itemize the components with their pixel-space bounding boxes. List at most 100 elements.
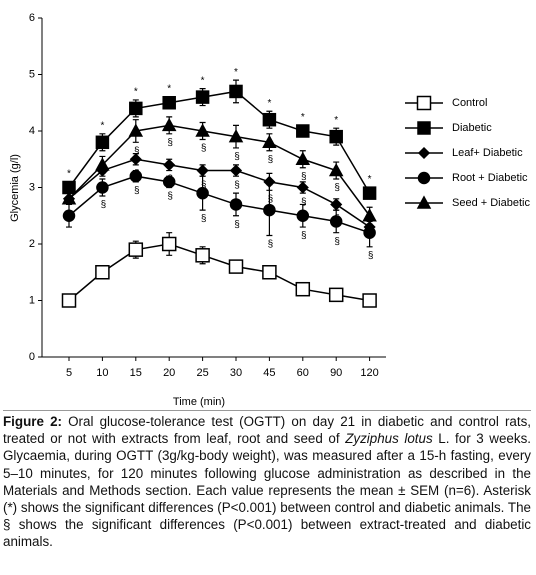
marker xyxy=(417,171,431,185)
significance-mark: * xyxy=(201,75,205,86)
significance-mark: § xyxy=(134,146,140,157)
marker xyxy=(417,121,431,135)
caption-species: Zyziphus lotus xyxy=(345,431,433,447)
x-axis-label: Time (min) xyxy=(173,396,225,408)
marker xyxy=(161,236,177,252)
series-line xyxy=(68,124,371,217)
marker xyxy=(295,151,311,165)
marker xyxy=(195,123,210,137)
significance-mark: § xyxy=(101,200,107,211)
y-tick-label: 2 xyxy=(29,238,35,250)
marker xyxy=(128,242,144,257)
significance-mark: * xyxy=(368,174,372,185)
significance-mark: * xyxy=(100,120,104,131)
marker xyxy=(416,195,432,209)
series-line xyxy=(68,243,370,302)
marker xyxy=(296,209,310,222)
significance-mark: * xyxy=(267,98,271,109)
marker xyxy=(362,208,377,222)
marker xyxy=(96,181,109,194)
significance-mark: § xyxy=(234,180,240,191)
caption: Figure 2: Oral glucose-tolerance test (O… xyxy=(3,410,531,551)
y-tick-label: 3 xyxy=(29,181,35,193)
marker xyxy=(330,198,343,211)
marker xyxy=(328,287,344,303)
marker xyxy=(363,226,376,239)
significance-mark: § xyxy=(368,250,374,261)
marker xyxy=(61,293,77,308)
significance-mark: § xyxy=(234,219,240,230)
significance-mark: * xyxy=(334,115,338,126)
significance-mark: § xyxy=(268,239,274,250)
marker xyxy=(129,169,143,183)
marker xyxy=(262,265,277,280)
significance-mark: * xyxy=(234,67,238,78)
marker xyxy=(162,96,176,110)
legend-label: Leaf+ Diabetic xyxy=(452,147,523,159)
series-line xyxy=(68,158,371,228)
marker xyxy=(329,129,343,144)
significance-mark: * xyxy=(134,87,138,98)
y-tick-label: 1 xyxy=(29,294,35,306)
marker xyxy=(95,157,110,171)
significance-mark: § xyxy=(167,137,173,148)
marker xyxy=(362,293,377,308)
legend-label: Diabetic xyxy=(452,122,492,134)
significance-mark: § xyxy=(268,194,274,205)
significance-mark: § xyxy=(201,143,207,154)
y-tick-label: 6 xyxy=(29,12,35,24)
marker xyxy=(129,101,143,116)
significance-mark: § xyxy=(334,183,340,194)
marker xyxy=(262,134,277,149)
caption-text: Oral glucose-tolerance test (OGTT) on da… xyxy=(3,414,531,447)
marker xyxy=(228,259,244,274)
marker xyxy=(128,123,144,137)
marker xyxy=(196,186,209,200)
y-axis-label: Glycemia (g/l) xyxy=(9,154,21,222)
significance-mark: § xyxy=(268,154,274,165)
significance-mark: * xyxy=(301,112,305,123)
marker xyxy=(129,153,142,166)
marker xyxy=(416,95,432,111)
x-tick-label: 90 xyxy=(330,367,342,379)
significance-mark: § xyxy=(201,214,207,225)
significance-mark: § xyxy=(301,197,307,208)
x-tick-label: 30 xyxy=(230,367,242,379)
significance-mark: § xyxy=(167,191,173,202)
significance-mark: § xyxy=(301,231,307,242)
marker xyxy=(61,191,77,205)
significance-mark: * xyxy=(167,84,171,95)
significance-mark: § xyxy=(334,236,340,247)
marker xyxy=(296,124,310,138)
x-tick-label: 25 xyxy=(196,367,208,379)
marker xyxy=(62,209,76,222)
series-line xyxy=(68,175,370,234)
significance-mark: § xyxy=(234,152,240,163)
significance-mark: * xyxy=(67,168,71,179)
significance-mark: § xyxy=(301,171,307,182)
significance-mark: § xyxy=(368,228,374,239)
x-tick-label: 10 xyxy=(96,367,108,379)
series-line xyxy=(68,90,371,194)
x-tick-label: 60 xyxy=(297,367,309,379)
marker xyxy=(163,158,176,171)
marker xyxy=(229,164,243,177)
legend-label: Control xyxy=(452,97,487,109)
significance-mark: § xyxy=(134,185,140,196)
marker xyxy=(195,90,210,104)
x-tick-label: 45 xyxy=(263,367,275,379)
marker xyxy=(95,135,110,150)
marker xyxy=(296,181,309,194)
marker xyxy=(328,162,344,177)
y-tick-label: 5 xyxy=(29,68,35,80)
marker xyxy=(229,84,243,99)
x-tick-label: 15 xyxy=(130,367,142,379)
marker xyxy=(195,248,210,263)
marker xyxy=(229,198,243,211)
caption-text: L. for 3 weeks. Glycaemia, during OGTT (… xyxy=(3,431,531,550)
marker xyxy=(362,186,377,200)
y-tick-label: 4 xyxy=(29,125,35,137)
marker xyxy=(417,146,431,160)
